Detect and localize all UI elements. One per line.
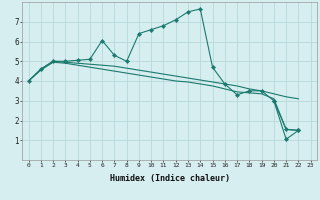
- X-axis label: Humidex (Indice chaleur): Humidex (Indice chaleur): [110, 174, 230, 183]
